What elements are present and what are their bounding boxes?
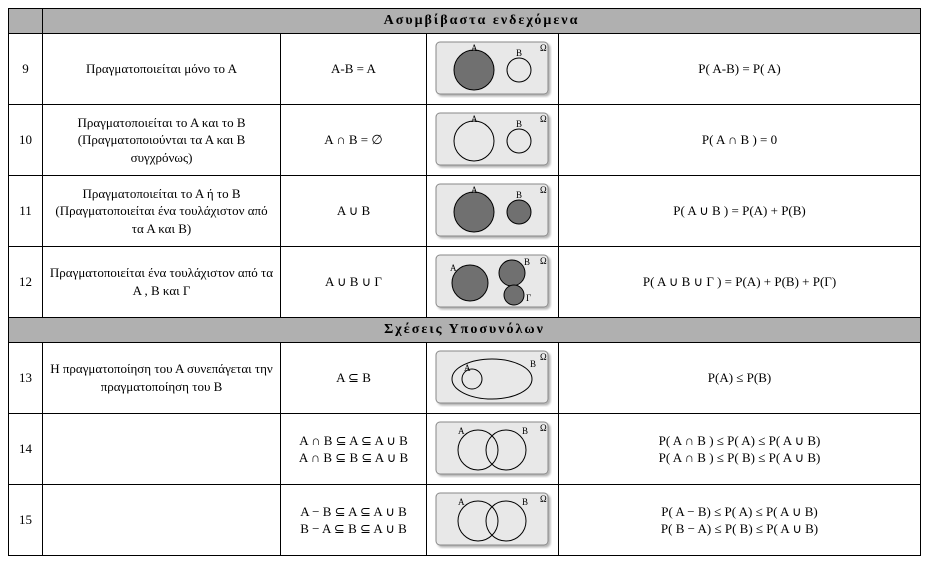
svg-text:B: B	[516, 119, 522, 129]
row-description: Η πραγματοποίηση του Α συνεπάγεται την π…	[43, 343, 281, 414]
svg-text:A: A	[471, 185, 478, 195]
section-header: Ασυμβίβαστα ενδεχόμενα	[43, 9, 921, 34]
row-description	[43, 414, 281, 485]
svg-text:Ω: Ω	[540, 185, 547, 195]
row-description	[43, 485, 281, 556]
prob-formula-line: Ρ( Α − Β) ≤ Ρ( Α) ≤ Ρ( Α ∪ Β)	[565, 504, 914, 520]
venn-diagram: Ω A B Γ	[427, 247, 559, 318]
svg-text:Ω: Ω	[540, 43, 547, 53]
row-description: Πραγματοποιείται ένα τουλάχιστον από τα …	[43, 247, 281, 318]
svg-text:Ω: Ω	[540, 352, 547, 362]
set-formula-line: Α ∩ Β ⊆ Β ⊆ Α ∪ Β	[287, 450, 420, 466]
venn-diagram: Ω A B	[427, 105, 559, 176]
prob-formula-line: Ρ( Α ∩ Β ) ≤ Ρ( Β) ≤ Ρ( Α ∪ Β)	[565, 450, 914, 466]
table-row: 11 Πραγματοποιείται το Α ή το Β (Πραγματ…	[9, 176, 921, 247]
set-formula: Α − Β ⊆ Α ⊆ Α ∪ ΒΒ − Α ⊆ Β ⊆ Α ∪ Β	[281, 485, 427, 556]
svg-text:Ω: Ω	[540, 494, 547, 504]
probability-formula: Ρ( Α − Β) ≤ Ρ( Α) ≤ Ρ( Α ∪ Β)Ρ( Β − Α) ≤…	[559, 485, 921, 556]
prob-formula-line: Ρ( Α ∩ Β ) ≤ Ρ( Α) ≤ Ρ( Α ∪ Β)	[565, 433, 914, 449]
prob-formula-line: Ρ( Β − Α) ≤ Ρ( Β) ≤ Ρ( Α ∪ Β)	[565, 521, 914, 537]
row-number: 10	[9, 105, 43, 176]
svg-text:B: B	[522, 426, 528, 436]
probability-formula: Ρ( Α ∪ Β ) = Ρ(Α) + Ρ(Β)	[559, 176, 921, 247]
venn-diagram: Ω A B	[427, 485, 559, 556]
row-description: Πραγματοποιείται μόνο το Α	[43, 34, 281, 105]
set-formula: Α ∩ Β ⊆ Α ⊆ Α ∪ ΒΑ ∩ Β ⊆ Β ⊆ Α ∪ Β	[281, 414, 427, 485]
set-formula: Α ∩ Β = ∅	[281, 105, 427, 176]
svg-text:Ω: Ω	[540, 423, 547, 433]
svg-text:A: A	[471, 114, 478, 124]
svg-text:B: B	[516, 48, 522, 58]
row-description: Πραγματοποιείται το Α ή το Β (Πραγματοπο…	[43, 176, 281, 247]
svg-text:A: A	[458, 497, 465, 507]
svg-text:B: B	[516, 190, 522, 200]
row-number: 15	[9, 485, 43, 556]
probability-formula: Ρ( Α ∩ Β ) ≤ Ρ( Α) ≤ Ρ( Α ∪ Β)Ρ( Α ∩ Β )…	[559, 414, 921, 485]
set-formula: Α ∪ Β	[281, 176, 427, 247]
venn-diagram: Ω A B	[427, 343, 559, 414]
set-formula: Α ⊆ Β	[281, 343, 427, 414]
row-number: 12	[9, 247, 43, 318]
svg-text:Ω: Ω	[540, 256, 547, 266]
svg-text:A: A	[464, 363, 471, 373]
probability-formula: Ρ( Α ∪ Β ∪ Γ ) = Ρ(Α) + Ρ(Β) + Ρ(Γ)	[559, 247, 921, 318]
venn-diagram: Ω A B	[427, 176, 559, 247]
svg-text:Γ: Γ	[526, 293, 531, 303]
probability-formula: Ρ( Α-Β) = Ρ( Α)	[559, 34, 921, 105]
svg-text:Ω: Ω	[540, 114, 547, 124]
svg-text:A: A	[471, 43, 478, 53]
table-row: 13 Η πραγματοποίηση του Α συνεπάγεται τη…	[9, 343, 921, 414]
set-formula: Α ∪ Β ∪ Γ	[281, 247, 427, 318]
section-header: Σχέσεις Υποσυνόλων	[9, 318, 921, 343]
row-number: 9	[9, 34, 43, 105]
set-formula-line: Β − Α ⊆ Β ⊆ Α ∪ Β	[287, 521, 420, 537]
svg-text:B: B	[530, 359, 536, 369]
probability-table: Ασυμβίβαστα ενδεχόμενα 9 Πραγματοποιείτα…	[8, 8, 921, 556]
set-formula: Α-Β = Α	[281, 34, 427, 105]
venn-diagram: Ω A B	[427, 34, 559, 105]
table-row: 14 Α ∩ Β ⊆ Α ⊆ Α ∪ ΒΑ ∩ Β ⊆ Β ⊆ Α ∪ Β Ω …	[9, 414, 921, 485]
svg-text:B: B	[524, 257, 530, 267]
row-description: Πραγματοποιείται το Α και το Β (Πραγματο…	[43, 105, 281, 176]
row-number: 11	[9, 176, 43, 247]
table-row: 10 Πραγματοποιείται το Α και το Β (Πραγμ…	[9, 105, 921, 176]
venn-diagram: Ω A B	[427, 414, 559, 485]
probability-formula: Ρ( Α ∩ Β ) = 0	[559, 105, 921, 176]
row-number: 13	[9, 343, 43, 414]
table-row: 12 Πραγματοποιείται ένα τουλάχιστον από …	[9, 247, 921, 318]
header-spacer	[9, 9, 43, 34]
svg-text:B: B	[522, 497, 528, 507]
set-formula-line: Α ∩ Β ⊆ Α ⊆ Α ∪ Β	[287, 433, 420, 449]
table-row: 9 Πραγματοποιείται μόνο το Α Α-Β = Α Ω A…	[9, 34, 921, 105]
set-formula-line: Α − Β ⊆ Α ⊆ Α ∪ Β	[287, 504, 420, 520]
svg-text:A: A	[458, 426, 465, 436]
table-row: 15 Α − Β ⊆ Α ⊆ Α ∪ ΒΒ − Α ⊆ Β ⊆ Α ∪ Β Ω …	[9, 485, 921, 556]
probability-formula: Ρ(Α) ≤ Ρ(Β)	[559, 343, 921, 414]
svg-text:A: A	[450, 263, 457, 273]
row-number: 14	[9, 414, 43, 485]
